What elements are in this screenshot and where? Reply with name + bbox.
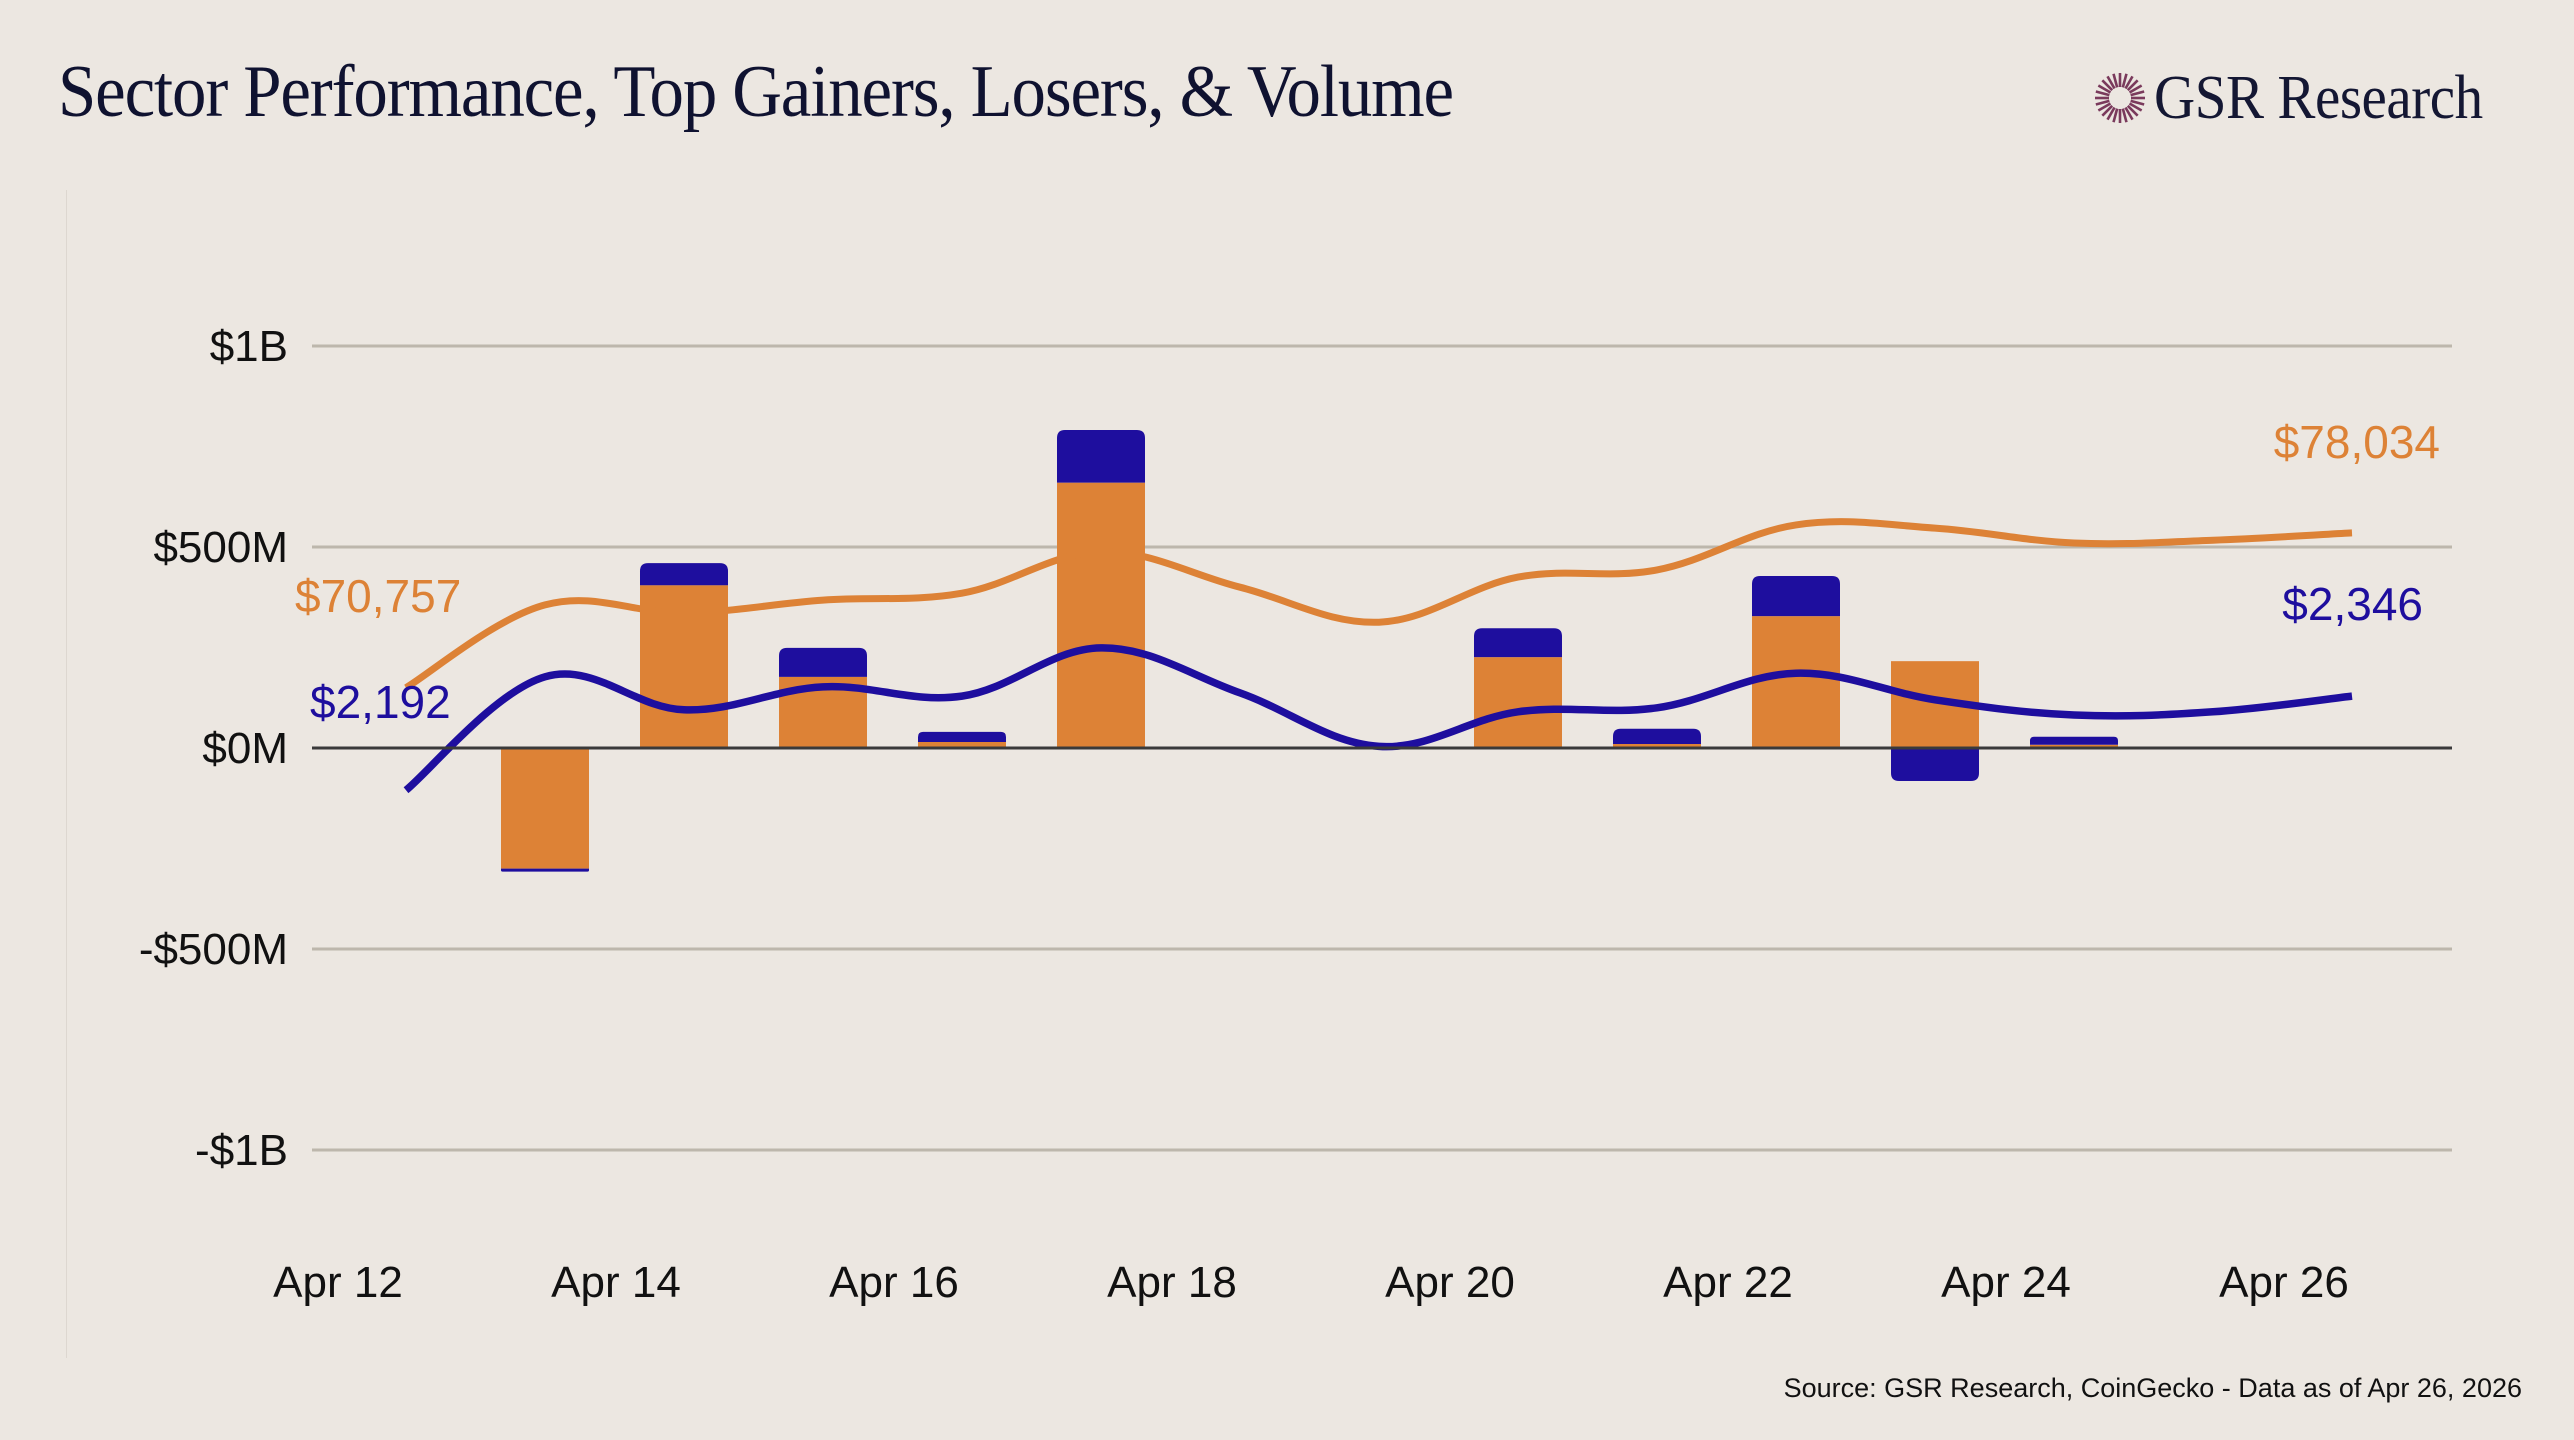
bar-layer [501, 430, 2118, 872]
blue-price-line [403, 644, 2353, 794]
source-note: Source: GSR Research, CoinGecko - Data a… [1783, 1373, 2522, 1403]
bar-orange-apr-13 [501, 748, 589, 869]
sunburst-ray [2128, 84, 2143, 94]
x-tick-label: Apr 24 [1941, 1258, 2071, 1307]
sunburst-ray [2124, 106, 2134, 121]
sunburst-ray [2101, 79, 2114, 92]
sunburst-ray [2130, 99, 2145, 106]
sunburst-ray [2101, 104, 2114, 117]
orange-start-label: $70,757 [295, 570, 461, 622]
label-layer: $1B $500M $0M -$500M -$1B Apr 12 Apr 14 Apr 16 A… [139, 322, 2452, 1307]
bar-orange-apr-22 [1752, 616, 1840, 748]
bar-blue-apr-17 [1057, 430, 1145, 483]
bar-blue-apr-23 [1891, 748, 1979, 781]
bar-orange-apr-17 [1057, 482, 1145, 748]
sunburst-ray [2121, 73, 2128, 88]
sunburst-ray [2095, 90, 2110, 97]
page-title: Sector Performance, Top Gainers, Losers,… [58, 51, 1454, 133]
brand-name: GSR Research [2154, 63, 2483, 132]
sunburst-ray [2106, 75, 2116, 90]
bar-orange-apr-20 [1474, 657, 1562, 748]
sunburst-ray [2130, 90, 2145, 97]
sunburst-ray [2126, 104, 2139, 117]
sunburst-ray [2112, 73, 2119, 88]
bar-orange-apr-21 [1613, 743, 1701, 748]
x-tick-label: Apr 18 [1107, 1258, 1237, 1307]
brand-logo: GSR Research [2092, 62, 2511, 134]
sunburst-ray [2112, 108, 2119, 123]
x-tick-label: Apr 14 [551, 1258, 681, 1307]
bar-blue-apr-16 [918, 731, 1006, 742]
sunburst-ray [2128, 102, 2143, 112]
y-tick-label: $500M [153, 523, 288, 572]
bar-blue-apr-13 [501, 868, 589, 872]
x-tick-label: Apr 12 [273, 1258, 403, 1307]
x-tick-label: Apr 26 [2219, 1258, 2349, 1307]
blue-start-label: $2,192 [310, 676, 451, 728]
x-tick-label: Apr 16 [829, 1258, 959, 1307]
bar-blue-apr-24 [2030, 736, 2118, 745]
sunburst-ray [2095, 99, 2110, 106]
sunburst-ray [2097, 102, 2112, 112]
sunburst-ray [2124, 75, 2134, 90]
orange-price-line [404, 518, 2353, 691]
blue-end-label: $2,346 [2282, 578, 2423, 630]
x-tick-label: Apr 20 [1385, 1258, 1515, 1307]
x-tick-label: Apr 22 [1663, 1258, 1793, 1307]
y-tick-label: $0M [202, 724, 288, 773]
y-tick-label: -$1B [195, 1126, 288, 1175]
chart-panel-border [66, 190, 67, 1358]
bar-blue-apr-22 [1752, 575, 1840, 617]
orange-end-label: $78,034 [2274, 416, 2440, 468]
bar-blue-apr-21 [1613, 728, 1701, 744]
sunburst-ray [2126, 79, 2139, 92]
bar-blue-apr-20 [1474, 628, 1562, 658]
bar-orange-apr-24 [2030, 744, 2118, 748]
bar-orange-apr-16 [918, 741, 1006, 748]
sunburst-ray [2097, 84, 2112, 94]
bar-blue-apr-14 [640, 563, 728, 586]
bar-blue-apr-15 [779, 647, 867, 677]
y-tick-label: $1B [210, 322, 288, 371]
sunburst-logo-icon [2095, 73, 2145, 123]
sunburst-ray [2106, 106, 2116, 121]
sunburst-ray [2121, 108, 2128, 123]
y-tick-label: -$500M [139, 925, 288, 974]
line-layer [403, 518, 2353, 794]
